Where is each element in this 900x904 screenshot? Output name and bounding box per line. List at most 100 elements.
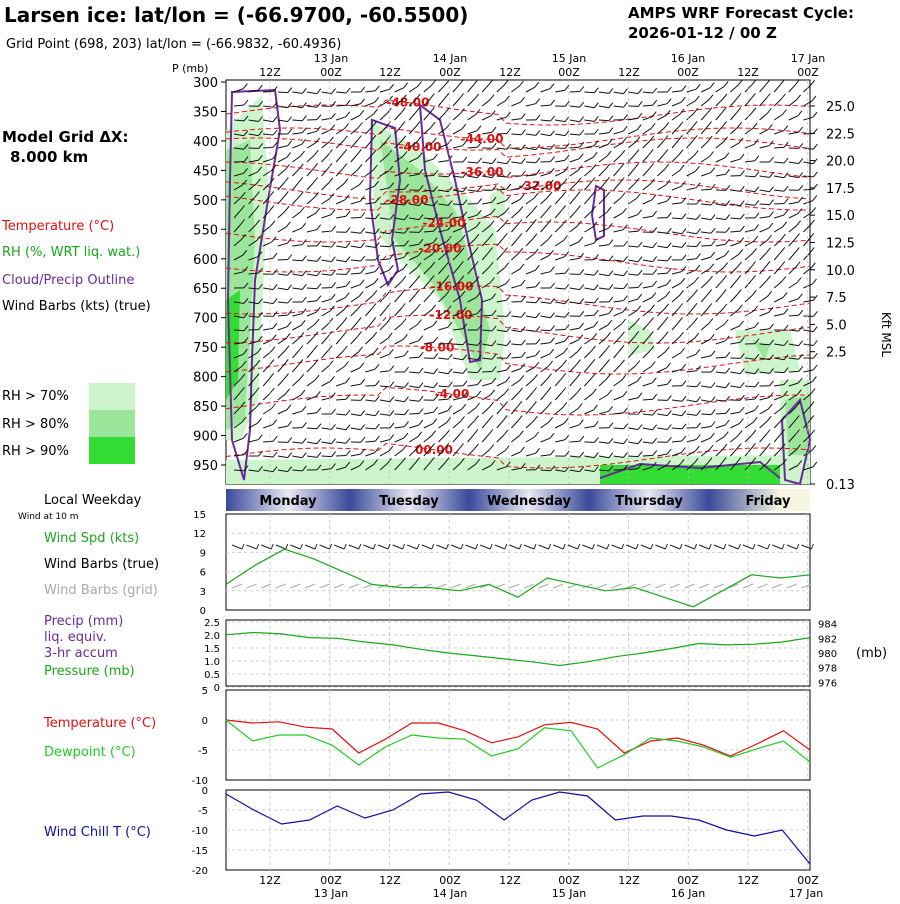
wind-barb	[482, 372, 492, 373]
temperature-contour-label: -20.00	[419, 242, 462, 256]
pressure-tick-label: 550	[193, 223, 218, 238]
legend-rh: RH (%, WRT liq. wat.)	[2, 245, 140, 260]
date-label: 15 Jan	[552, 887, 586, 900]
hour-label: 12Z	[259, 874, 281, 887]
wind-barb-flag	[813, 279, 817, 284]
wind-barb	[643, 455, 653, 456]
wind-barb-flag	[812, 446, 816, 451]
temperature-contour-label: -28.00	[386, 193, 429, 207]
pressure-tick-label: 500	[193, 194, 218, 209]
hour-label: 00Z	[320, 874, 342, 887]
grid-point-subtitle: Grid Point (698, 203) lat/lon = (-66.983…	[6, 37, 341, 52]
wind-barb	[234, 470, 244, 471]
wind-barb	[322, 456, 332, 457]
legend-precip-accum: 3-hr accum	[44, 646, 118, 661]
rh90-swatch	[89, 437, 135, 464]
wind-barb	[760, 204, 770, 205]
wind-barb	[395, 414, 405, 415]
precip-ytick-label: 1.0	[204, 657, 220, 668]
wind-barb-flag	[810, 402, 814, 407]
date-label: 15 Jan	[552, 52, 586, 65]
wind-barb	[672, 218, 682, 219]
pressure-ytick-label: 984	[818, 620, 837, 631]
wind-barb-flag	[813, 144, 817, 149]
wind-barb-flag	[812, 377, 816, 382]
pressure-tick-label: 700	[193, 312, 218, 327]
legend-wind-barbs: Wind Barbs (kts) (true)	[2, 299, 151, 314]
height-tick-label: 22.5	[826, 127, 855, 142]
pressure-ytick-label: 976	[818, 678, 837, 689]
rh70-swatch	[89, 383, 135, 410]
wind-ytick-label: 3	[200, 587, 206, 598]
precip-ytick-label: 0	[214, 683, 220, 694]
wind-barb	[453, 344, 463, 345]
wind-barb-flag	[813, 327, 817, 332]
weekday-label: Friday	[745, 494, 791, 509]
wind-barb-flag	[813, 172, 817, 177]
grid-value: 8.000 km	[10, 148, 88, 166]
height-tick-label: 5.0	[826, 318, 847, 333]
height-axis-label: Kft MSL	[879, 312, 893, 357]
wind-barb	[263, 92, 273, 93]
wind-barb	[526, 162, 536, 163]
wind-barb	[614, 288, 624, 289]
wind-barb	[365, 218, 375, 219]
temperature-ytick-label: 0	[202, 716, 208, 727]
cycle-value: 2026-01-12 / 00 Z	[628, 24, 777, 42]
wind-barb	[468, 372, 478, 373]
wind-barb-flag	[813, 353, 817, 358]
hour-label: 00Z	[797, 66, 819, 79]
wind-barb-flag	[813, 311, 817, 316]
wind-barb	[511, 134, 521, 135]
rh90-label: RH > 90%	[2, 444, 69, 459]
hour-label: 00Z	[677, 66, 699, 79]
temperature-contour-label: -16.00	[431, 280, 474, 294]
pressure-unit: (mb)	[856, 646, 887, 661]
height-tick-label: 7.5	[826, 291, 847, 306]
grid-label: Model Grid ΔX:	[2, 128, 129, 146]
wind-barb-flag	[810, 248, 814, 253]
wind-barb	[687, 246, 697, 247]
precip-ytick-label: 2.0	[204, 631, 220, 642]
precip-ytick-label: 1.5	[204, 644, 220, 655]
wind-barb-flag	[813, 196, 817, 201]
hour-label: 00Z	[797, 874, 819, 887]
height-tick-label: 15.0	[826, 209, 855, 224]
hour-label: 00Z	[677, 874, 699, 887]
wind-barb	[701, 414, 711, 415]
wind-barb-flag	[811, 220, 815, 225]
wind-barb	[570, 92, 580, 93]
legend-pressure: Pressure (mb)	[44, 664, 135, 679]
cycle-label: AMPS WRF Forecast Cycle:	[628, 4, 854, 22]
date-label: 13 Jan	[314, 52, 348, 65]
pressure-axis-label: P (mb)	[172, 62, 208, 75]
wind-ytick-label: 12	[193, 529, 206, 540]
wind-barb-flag	[811, 263, 815, 268]
wind-chill-ytick-label: -20	[192, 866, 208, 877]
wind-barb-flag	[811, 430, 815, 435]
wind-chill-panel-frame	[226, 790, 810, 870]
hour-label: 00Z	[439, 874, 461, 887]
date-label: 13 Jan	[314, 887, 348, 900]
wind-barb	[278, 92, 288, 93]
wind-barb	[745, 176, 755, 177]
wind-barb-flag	[811, 80, 815, 85]
top-time-axis: 13 Jan 14 Jan 15 Jan 16 Jan 17 Jan 12Z 0…	[259, 52, 825, 79]
wind-barb	[701, 246, 711, 247]
precip-ytick-label: 0.5	[204, 670, 220, 681]
pressure-tick-label: 900	[193, 430, 218, 445]
wind-barb	[716, 413, 726, 414]
wind-barb	[774, 204, 784, 205]
wind-barb	[278, 260, 288, 261]
legend-wind-barbs-true: Wind Barbs (true)	[44, 557, 159, 572]
wind-barb	[599, 260, 609, 261]
height-tick-label: 17.5	[826, 182, 855, 197]
legend-wind-barbs-grid: Wind Barbs (grid)	[44, 583, 158, 598]
wind-ytick-label: 9	[200, 548, 206, 559]
height-tick-label: 10.0	[826, 264, 855, 279]
pressure-tick-label: 850	[193, 400, 218, 415]
wind-barb	[555, 330, 565, 331]
date-label: 17 Jan	[791, 52, 825, 65]
